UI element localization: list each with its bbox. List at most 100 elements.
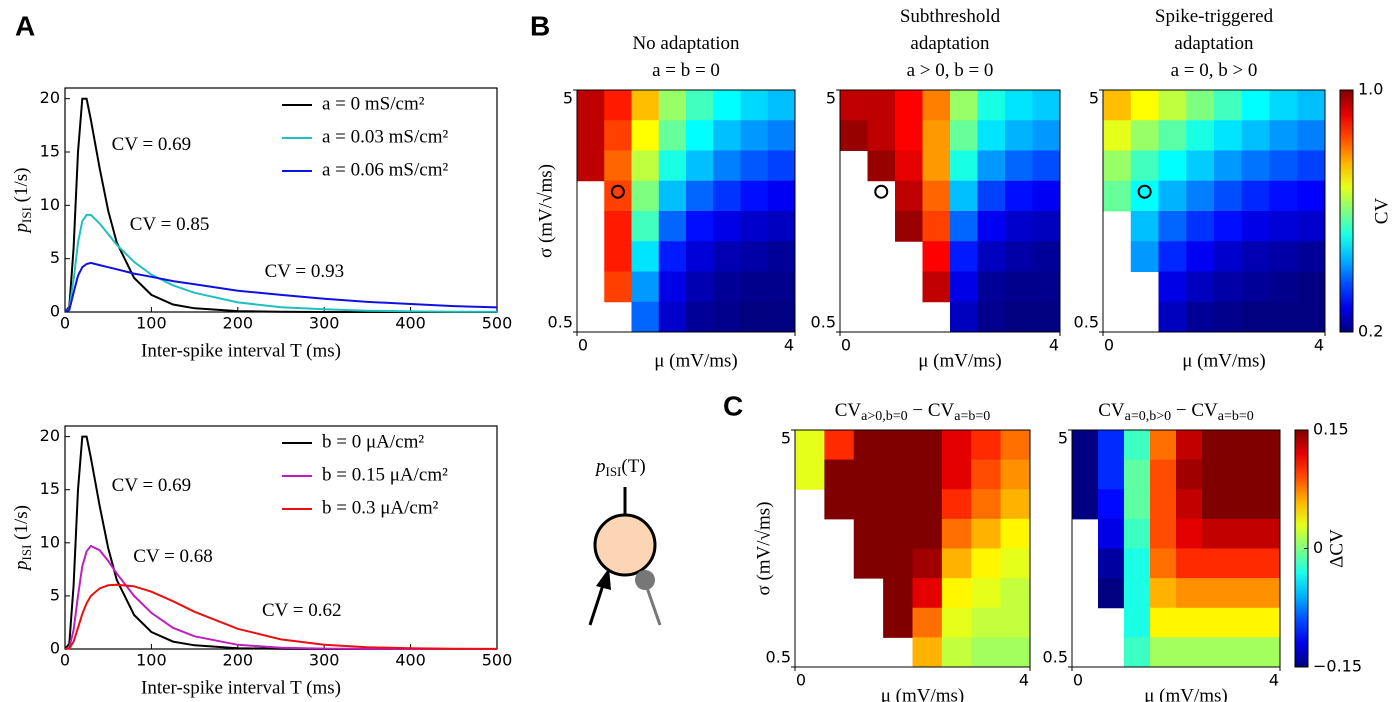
series-line <box>64 213 498 313</box>
colorbar-tick-label: 1.0 <box>1358 80 1383 99</box>
heat-cell <box>971 459 1002 490</box>
x-tick-label: 4 <box>1314 336 1324 355</box>
adaptation-bulb <box>635 570 655 590</box>
heat-cell <box>795 430 825 461</box>
heat-cell <box>713 120 741 151</box>
panel-title: adaptation <box>910 33 990 54</box>
heat-cell <box>713 150 741 182</box>
heat-cell <box>922 271 951 303</box>
label-part: p <box>11 223 32 235</box>
heat-cell <box>1032 271 1061 303</box>
heat-cell <box>740 180 769 212</box>
x-tick-label: 0 <box>60 651 70 670</box>
heat-cell <box>686 120 714 151</box>
heat-cell <box>1228 637 1255 668</box>
heat-cell <box>686 211 714 242</box>
heat-cell <box>867 90 896 121</box>
y-axis-label: σ (mV/√ms) <box>535 164 556 258</box>
heat-cell <box>922 241 951 272</box>
heat-cell <box>1186 211 1215 242</box>
x-tick-label: 0 <box>796 671 806 690</box>
x-tick-label: 0 <box>1073 671 1083 690</box>
heat-cell <box>658 301 687 333</box>
panel-title: CVa>0,b=0 − CVa=b=0 <box>835 400 991 424</box>
heat-cell <box>912 607 943 638</box>
heat-cell <box>1186 90 1215 121</box>
colorbar-label: ΔCV <box>1326 529 1347 568</box>
heat-cell <box>577 90 605 121</box>
heat-cell <box>941 459 972 490</box>
neuron-soma <box>593 513 657 577</box>
heat-cell <box>1254 548 1281 579</box>
label-part: p <box>11 560 32 572</box>
panel-title: Spike-triggered <box>1155 6 1274 27</box>
heat-cell <box>1297 150 1326 182</box>
diagram-label: pISI(T) <box>594 456 646 479</box>
heat-cell <box>686 180 714 212</box>
heat-cell <box>686 271 714 303</box>
heat-cell <box>1005 211 1033 242</box>
heat-cell <box>1202 459 1229 490</box>
heat-cell <box>631 211 660 242</box>
heat-cell <box>1000 578 1031 609</box>
heat-cell <box>1202 548 1229 579</box>
legend-label: b = 0.15 μA/cm² <box>322 464 448 485</box>
heat-cell <box>971 578 1002 609</box>
y-tick-label: 0 <box>50 639 60 658</box>
heat-cell <box>950 90 978 121</box>
heat-cell <box>1098 578 1125 609</box>
x-tick-label: 300 <box>309 314 340 333</box>
title-part: CV <box>835 400 862 421</box>
y-tick-label: 0.5 <box>1074 313 1099 332</box>
heat-cell <box>950 241 978 272</box>
panel-title: a > 0, b = 0 <box>907 60 994 81</box>
heat-cell <box>1269 120 1298 151</box>
y-axis-label: pISI (1/s) <box>11 505 34 572</box>
heat-cell <box>922 90 951 121</box>
title-subscript: a=b=0 <box>1218 409 1254 424</box>
heat-cell <box>1000 548 1031 579</box>
heat-cell <box>950 120 978 151</box>
x-tick-label: 4 <box>784 336 794 355</box>
series-line <box>64 97 497 313</box>
heat-cell <box>922 180 951 212</box>
heat-cell <box>1214 180 1243 212</box>
heat-cell <box>1241 120 1270 151</box>
heat-cell <box>1241 271 1270 303</box>
heat-cell <box>971 430 1002 461</box>
x-axis-label: Inter-spike interval T (ms) <box>141 340 341 361</box>
title-subscript: a=b=0 <box>954 409 990 424</box>
heat-cell <box>767 90 796 121</box>
heat-cell <box>1269 150 1298 182</box>
heat-cell <box>1228 518 1255 549</box>
label-part: (1/s) <box>11 168 32 208</box>
heat-cell <box>713 90 741 121</box>
x-axis-label: μ (mV/ms) <box>1144 685 1228 702</box>
heat-cell <box>941 607 972 638</box>
x-tick-label: 400 <box>395 651 426 670</box>
heat-cell <box>767 120 796 151</box>
heat-cell <box>853 518 884 549</box>
marker <box>874 184 889 199</box>
heat-cell <box>1254 607 1281 638</box>
x-tick-label: 0 <box>1104 336 1114 355</box>
heat-cell <box>713 241 741 272</box>
x-tick-label: 0 <box>60 314 70 333</box>
colorbar-tick-label: 0.2 <box>1358 322 1383 341</box>
legend-label: b = 0.3 μA/cm² <box>322 497 439 518</box>
heat-cell <box>1176 548 1203 579</box>
heat-cell <box>941 578 972 609</box>
heat-cell <box>1103 150 1132 182</box>
heat-cell <box>1202 607 1229 638</box>
y-axis-label: σ (mV/√ms) <box>753 501 774 595</box>
heat-cell <box>867 120 896 151</box>
x-tick-label: 200 <box>223 651 254 670</box>
panel-title: a = b = 0 <box>652 60 720 81</box>
heat-cell <box>922 120 951 151</box>
heat-cell <box>895 150 923 182</box>
title-subscript: a>0,b=0 <box>861 409 908 424</box>
series-line <box>64 261 498 313</box>
heat-cell <box>977 90 1006 121</box>
annotation: CV = 0.68 <box>133 546 213 567</box>
heat-cell <box>1176 637 1203 668</box>
